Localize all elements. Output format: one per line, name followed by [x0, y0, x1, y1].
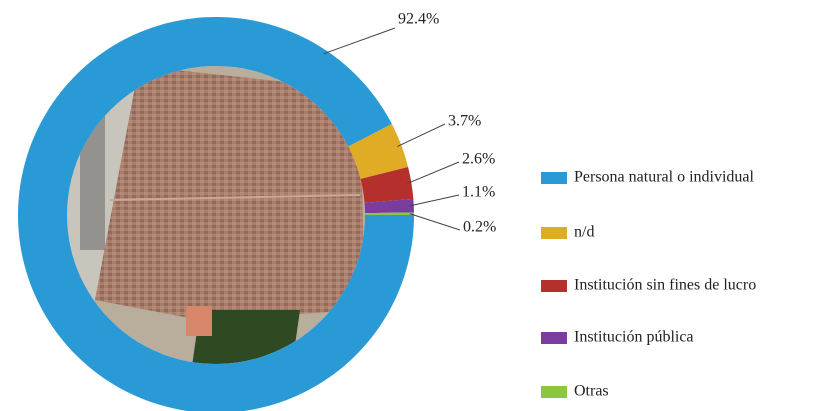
legend-label: Otras: [574, 383, 609, 400]
legend-label: n/d: [574, 224, 594, 241]
data-label: 1.1%: [462, 184, 495, 201]
data-label: 3.7%: [448, 113, 481, 130]
donut-slice: [360, 166, 414, 203]
leader-line: [323, 27, 396, 55]
data-label: 0.2%: [463, 219, 496, 236]
legend-label: Persona natural o individual: [574, 169, 755, 186]
donut-slice: [348, 124, 409, 179]
leader-line: [397, 123, 446, 147]
legend-swatch: [541, 332, 567, 344]
legend-label: Institución sin fines de lucro: [574, 277, 756, 294]
leader-line: [407, 161, 460, 184]
legend-swatch: [541, 172, 567, 184]
legend-swatch: [541, 227, 567, 239]
leader-line: [409, 213, 461, 231]
leader-line: [409, 194, 460, 207]
data-label: 2.6%: [462, 151, 495, 168]
legend-label: Institución pública: [574, 329, 694, 346]
donut-slice: [364, 212, 414, 215]
legend-swatch: [541, 386, 567, 398]
data-label: 92.4%: [398, 11, 439, 28]
donut-slice: [364, 198, 414, 214]
legend-swatch: [541, 280, 567, 292]
